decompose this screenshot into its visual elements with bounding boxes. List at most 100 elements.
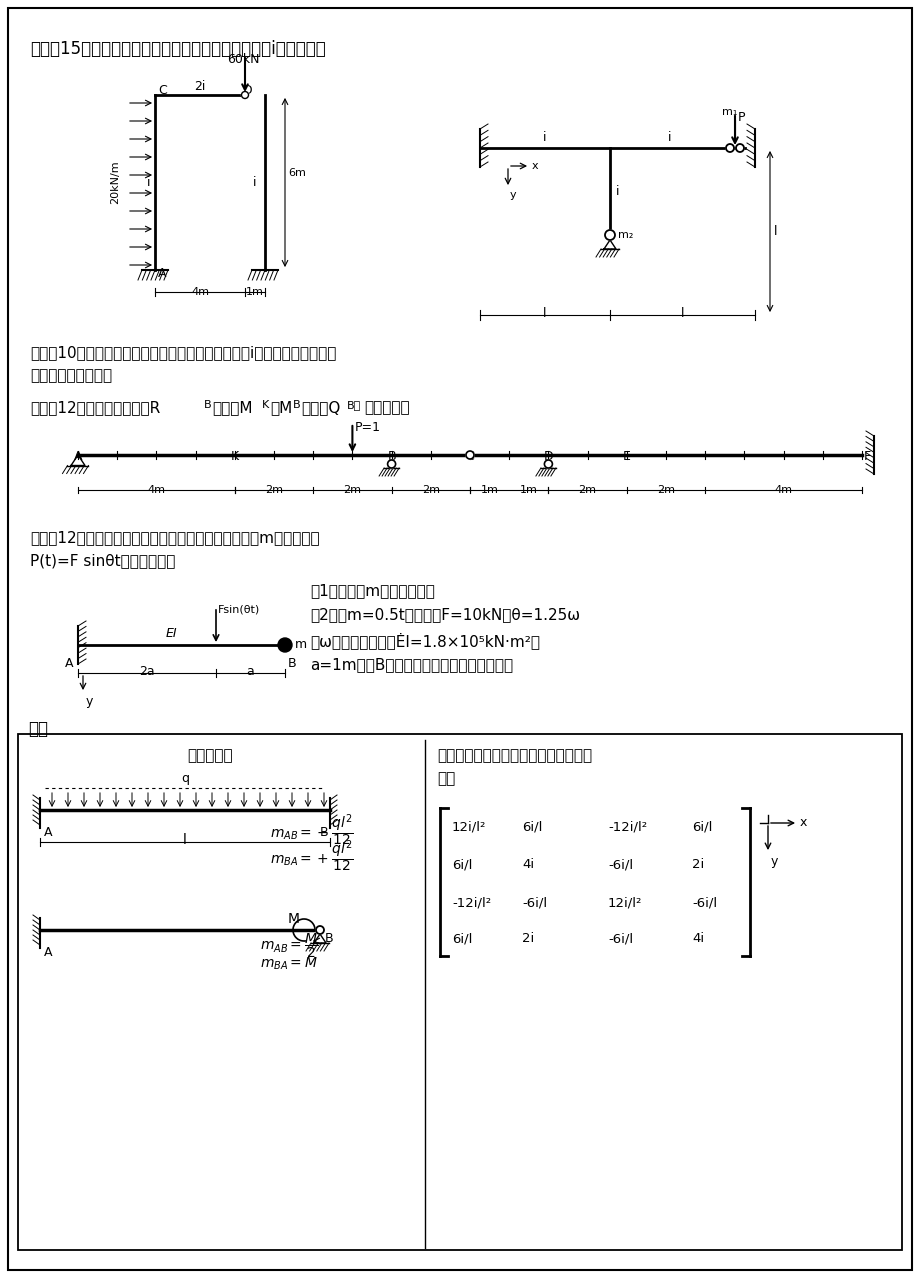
Text: 2m: 2m [578, 484, 596, 495]
Text: m₁: m₁ [721, 107, 736, 118]
Text: a: a [246, 665, 254, 679]
Text: 6i/l: 6i/l [691, 820, 711, 833]
Text: 的影响线。: 的影响线。 [364, 400, 409, 415]
Text: A: A [44, 946, 52, 958]
Text: l: l [542, 307, 546, 320]
Text: $m_{AB}=-\dfrac{ql^2}{12}$: $m_{AB}=-\dfrac{ql^2}{12}$ [269, 812, 353, 847]
Text: -6i/l: -6i/l [691, 896, 716, 909]
Text: B: B [324, 932, 334, 944]
Text: y: y [509, 190, 516, 199]
Text: x: x [800, 817, 807, 829]
Circle shape [544, 460, 551, 468]
Text: A: A [44, 826, 52, 838]
Text: B: B [204, 400, 211, 410]
Text: A: A [74, 450, 82, 463]
Text: 6i/l: 6i/l [521, 820, 542, 833]
Text: P(t)=F sinθt，不计阻尼。: P(t)=F sinθt，不计阻尼。 [30, 553, 176, 567]
Text: 2m: 2m [656, 484, 675, 495]
Text: 4m: 4m [774, 484, 792, 495]
Text: 6m: 6m [288, 167, 305, 178]
Circle shape [735, 144, 743, 152]
Text: -12i/l²: -12i/l² [607, 820, 646, 833]
Bar [18, 734, 901, 1250]
Text: a=1m，求B点振幅并画出最大动力弯矩图。: a=1m，求B点振幅并画出最大动力弯矩图。 [310, 657, 513, 672]
Text: B: B [292, 400, 301, 410]
Text: -6i/l: -6i/l [521, 896, 547, 909]
Text: 1m: 1m [480, 484, 498, 495]
Text: K: K [231, 450, 239, 463]
Text: B右: B右 [346, 400, 361, 410]
Text: 12i/l²: 12i/l² [607, 896, 641, 909]
Text: 八、（12分）左下图所示梁不计分布质量，集中质量为m，简谐荷载: 八、（12分）左下图所示梁不计分布质量，集中质量为m，简谐荷载 [30, 530, 319, 544]
Circle shape [315, 927, 323, 934]
Text: P=1: P=1 [354, 420, 380, 435]
Text: 不计轴向变形的弯曲单元的单元刚度矩: 不计轴向变形的弯曲单元的单元刚度矩 [437, 748, 592, 763]
Text: 2m: 2m [343, 484, 361, 495]
Text: B: B [288, 657, 296, 670]
Text: A: A [158, 267, 166, 280]
Text: 2i: 2i [521, 932, 534, 944]
Text: A: A [64, 657, 73, 670]
Circle shape [725, 144, 733, 152]
Text: Fsin(θt): Fsin(θt) [218, 604, 260, 615]
Text: K: K [262, 400, 269, 410]
Text: P: P [737, 111, 744, 124]
Text: l: l [680, 307, 684, 320]
Text: 2m: 2m [265, 484, 283, 495]
Text: B: B [387, 450, 395, 463]
Text: 6i/l: 6i/l [451, 932, 471, 944]
Text: F: F [863, 450, 870, 463]
Text: 七、（12分）画出主梁反力R: 七、（12分）画出主梁反力R [30, 400, 160, 415]
Text: 1m: 1m [245, 288, 264, 296]
Text: 2i: 2i [691, 858, 703, 872]
Text: 60kN: 60kN [227, 52, 259, 66]
Text: l: l [183, 833, 187, 847]
Circle shape [278, 638, 291, 652]
Text: 4m: 4m [191, 288, 209, 296]
Text: C: C [158, 84, 166, 97]
Text: q: q [181, 772, 188, 785]
Text: （2）若m=0.5t（吨），F=10kN，θ=1.25ω: （2）若m=0.5t（吨），F=10kN，θ=1.25ω [310, 607, 579, 622]
Circle shape [241, 92, 248, 98]
Text: l: l [773, 225, 777, 238]
Text: 、M: 、M [269, 400, 292, 415]
Text: i: i [542, 132, 546, 144]
Text: 12i/l²: 12i/l² [451, 820, 486, 833]
Text: E: E [622, 450, 630, 463]
Text: 2m: 2m [421, 484, 439, 495]
Text: EI: EI [165, 627, 177, 640]
Text: 法求整体刚度方程。: 法求整体刚度方程。 [30, 368, 112, 383]
Text: m₂: m₂ [618, 230, 632, 240]
Text: i: i [253, 176, 256, 189]
Text: $m_{BA}=+\dfrac{ql^2}{12}$: $m_{BA}=+\dfrac{ql^2}{12}$ [269, 838, 353, 874]
Text: 4i: 4i [521, 858, 534, 872]
Text: （ω为自振频率），ĖI=1.8×10⁵kN·m²，: （ω为自振频率），ĖI=1.8×10⁵kN·m²， [310, 633, 539, 649]
Text: 20kN/m: 20kN/m [110, 160, 119, 203]
Text: D: D [543, 450, 552, 463]
Text: （1）求质体m的运动方程；: （1）求质体m的运动方程； [310, 583, 435, 598]
Text: -12i/l²: -12i/l² [451, 896, 491, 909]
Text: x: x [531, 161, 538, 171]
Text: i: i [616, 185, 618, 198]
Text: $m_{BA}=M$: $m_{BA}=M$ [260, 956, 317, 973]
Circle shape [466, 451, 473, 459]
Text: y: y [85, 695, 93, 708]
Text: 6i/l: 6i/l [451, 858, 471, 872]
Text: 六、（10分）右上图所示刚架不计轴向变形，线刚度i为常数。用矩阵位移: 六、（10分）右上图所示刚架不计轴向变形，线刚度i为常数。用矩阵位移 [30, 345, 336, 360]
Circle shape [605, 230, 614, 240]
Text: D: D [243, 84, 253, 97]
Text: B: B [320, 826, 328, 838]
Text: 2i: 2i [194, 81, 206, 93]
Text: 阵为: 阵为 [437, 771, 455, 786]
Text: 1m: 1m [519, 484, 537, 495]
Text: 五、（15分）用位移法求左下图所示刚架的弯矩图，i为线刚度。: 五、（15分）用位移法求左下图所示刚架的弯矩图，i为线刚度。 [30, 40, 325, 58]
Text: 、剪力Q: 、剪力Q [301, 400, 340, 415]
Text: 4i: 4i [691, 932, 703, 944]
Text: -6i/l: -6i/l [607, 932, 632, 944]
Text: -6i/l: -6i/l [607, 858, 632, 872]
Text: y: y [770, 855, 777, 868]
Text: 、弯矩M: 、弯矩M [211, 400, 252, 415]
Text: $m_{AB}=\dfrac{M}{2}$: $m_{AB}=\dfrac{M}{2}$ [260, 932, 318, 960]
Text: i: i [146, 176, 150, 189]
Text: 4m: 4m [147, 484, 165, 495]
